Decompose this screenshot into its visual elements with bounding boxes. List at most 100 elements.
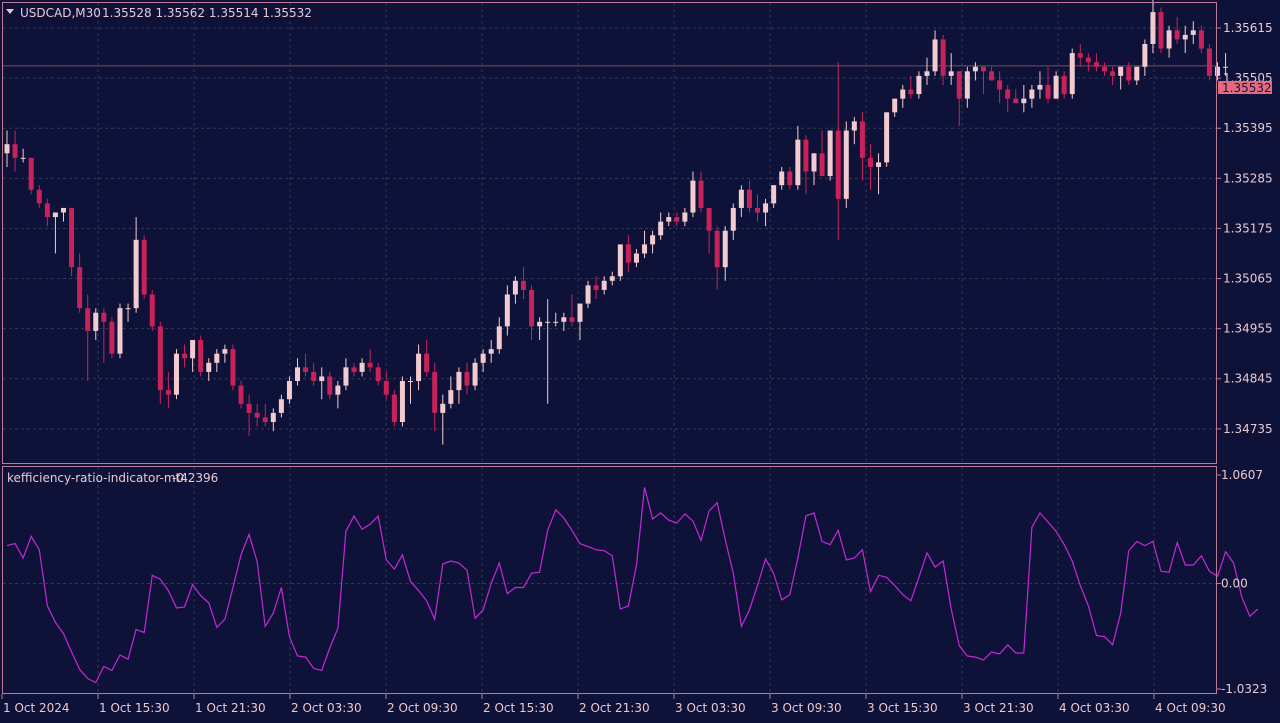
candle-body <box>811 153 817 172</box>
candle-body <box>254 412 260 418</box>
candle-body <box>884 112 890 163</box>
indicator-y-tick-label: 0.00 <box>1221 576 1248 590</box>
candle-body <box>698 180 704 208</box>
candle-body <box>424 353 430 372</box>
candle-body <box>1166 30 1172 49</box>
candle-body <box>787 171 793 186</box>
candle-body <box>1102 66 1108 72</box>
candle-body <box>28 157 34 190</box>
candle-body <box>1198 30 1204 49</box>
candle-body <box>448 390 454 404</box>
candle-body <box>924 71 930 76</box>
candle-body <box>512 280 518 295</box>
candle-body <box>1085 57 1091 63</box>
candle-body <box>222 349 228 354</box>
candle-body <box>577 303 583 322</box>
candle-body <box>206 362 212 372</box>
candle-body <box>157 326 163 391</box>
candle-body <box>319 376 325 382</box>
candle-body <box>730 207 736 231</box>
candle-body <box>173 353 179 395</box>
candle-body <box>12 144 18 158</box>
candle-body <box>545 321 551 323</box>
indicator-y-tick-label: 1.0607 <box>1221 468 1263 482</box>
candle-body <box>1134 66 1140 81</box>
candle-body <box>520 280 526 290</box>
y-tick-label: 1.35285 <box>1223 171 1273 185</box>
candle-body <box>997 80 1003 90</box>
candle-body <box>101 312 107 322</box>
y-tick-label: 1.35175 <box>1223 221 1273 235</box>
candle-body <box>956 71 962 99</box>
candle-body <box>238 385 244 404</box>
candle-body <box>779 171 785 186</box>
candle-body <box>69 207 75 268</box>
x-tick-label: 3 Oct 09:30 <box>771 701 842 715</box>
triangle-down-icon[interactable] <box>6 9 14 14</box>
x-tick-label: 2 Oct 09:30 <box>387 701 458 715</box>
candle-body <box>408 381 413 383</box>
candle-body <box>44 203 50 218</box>
candle-body <box>399 381 405 423</box>
candle-body <box>1215 66 1220 76</box>
x-tick-label: 2 Oct 03:30 <box>291 701 362 715</box>
candle-body <box>77 267 83 309</box>
candle-body <box>1045 84 1051 99</box>
candle-body <box>1158 12 1164 49</box>
indicator-line <box>6 487 1259 684</box>
candle-body <box>867 157 873 167</box>
candle-body <box>416 353 422 382</box>
candle-body <box>1142 43 1148 67</box>
candle-body <box>666 217 672 222</box>
candle-body <box>311 371 317 382</box>
candle-body <box>1037 84 1043 90</box>
candle-body <box>1110 71 1116 76</box>
indicator-layer <box>6 487 1259 684</box>
indicator-name-label: kefficiency-ratio-indicator-mt4 <box>7 471 188 485</box>
candle-body <box>561 317 567 322</box>
candle-body <box>714 230 720 268</box>
candle-body <box>1077 53 1083 58</box>
x-tick-label: 1 Oct 15:30 <box>99 701 170 715</box>
x-tick-label: 3 Oct 15:30 <box>867 701 938 715</box>
candle-body <box>214 353 220 363</box>
current-price-label: 1.35532 <box>1222 81 1272 95</box>
candle-body <box>190 340 196 359</box>
candle-body <box>625 244 631 263</box>
candle-body <box>706 207 712 231</box>
candle-body <box>948 71 954 76</box>
candle-body <box>989 71 995 81</box>
x-tick-label: 3 Oct 21:30 <box>963 701 1034 715</box>
candle-body <box>771 185 777 204</box>
candle-body <box>1029 89 1035 99</box>
candle-body <box>738 189 744 208</box>
candle-body <box>908 89 914 95</box>
x-tick-label: 4 Oct 03:30 <box>1059 701 1130 715</box>
indicator-panel-frame <box>2 466 1217 694</box>
candle-body <box>149 294 155 327</box>
candle-body <box>633 253 639 263</box>
candle-body <box>93 312 99 331</box>
candle-body <box>165 390 171 395</box>
candle-body <box>964 71 970 99</box>
y-tick-label: 1.35065 <box>1223 272 1273 286</box>
candle-body <box>270 412 276 423</box>
candle-body <box>391 394 397 423</box>
ohlc-label: 1.35528 1.35562 1.35514 1.35532 <box>102 6 312 20</box>
candle-body <box>367 362 373 368</box>
candle-body <box>36 189 42 204</box>
candle-body <box>182 353 188 359</box>
candle-body <box>900 89 906 99</box>
candle-body <box>1118 66 1124 76</box>
candle-body <box>504 294 510 327</box>
candle-body <box>1174 30 1180 40</box>
candle-body <box>351 367 357 372</box>
candle-body <box>1069 53 1075 95</box>
candle-body <box>650 235 656 245</box>
x-tick-label: 1 Oct 21:30 <box>195 701 266 715</box>
candle-body <box>141 239 147 295</box>
candle-body <box>20 157 26 159</box>
symbol-label: USDCAD,M30 <box>20 6 101 20</box>
candle-body <box>819 153 825 177</box>
